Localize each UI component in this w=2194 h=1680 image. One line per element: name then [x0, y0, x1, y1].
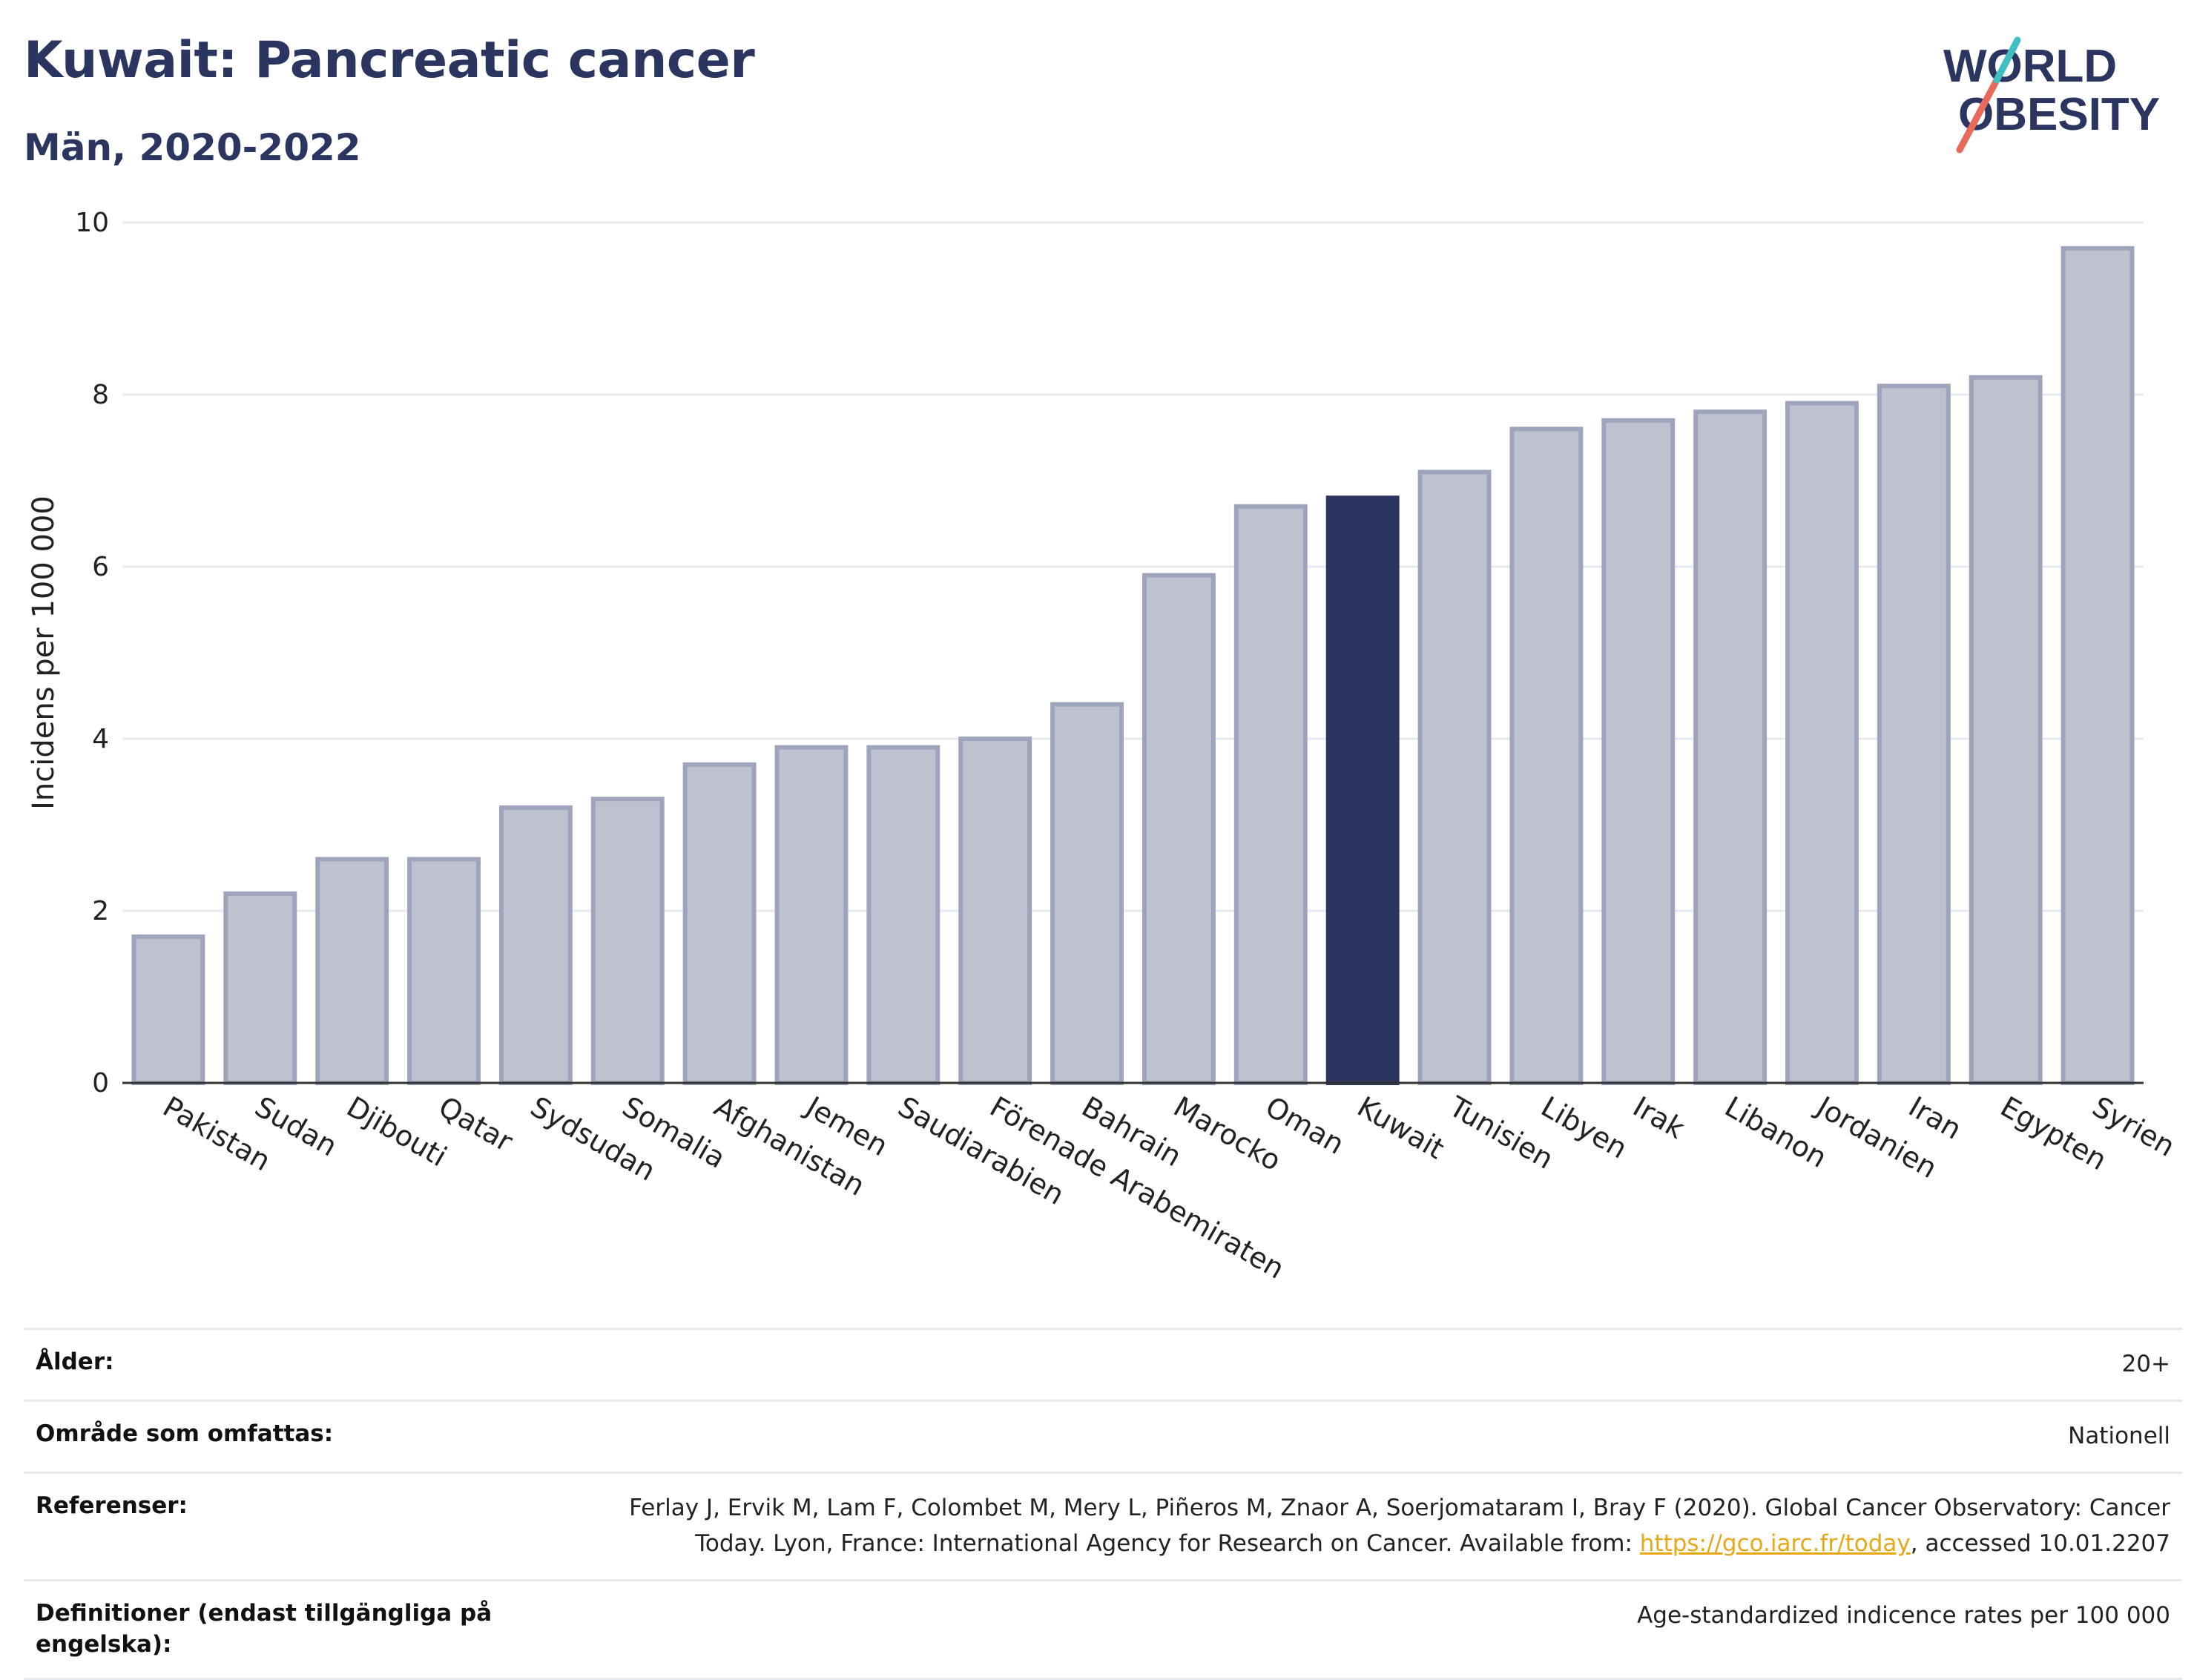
x-tick-label: Irak	[1627, 1090, 1690, 1145]
references-label: Referenser:	[36, 1492, 188, 1519]
bar-somalia	[590, 797, 665, 1085]
info-table: Ålder: 20+ Område som omfattas: Nationel…	[24, 1328, 2182, 1680]
bar-qatar	[407, 857, 481, 1086]
x-tick-label: Egypten	[1995, 1090, 2112, 1177]
references-text-2: Today. Lyon, France: International Agenc…	[695, 1530, 1640, 1557]
bar-tunisien	[1417, 470, 1492, 1085]
bar-syrien	[2060, 246, 2135, 1085]
bar-bahrain	[1050, 702, 1124, 1085]
bar-jemen	[774, 745, 849, 1085]
bar-libyen	[1509, 426, 1584, 1085]
x-tick-label: Libanon	[1719, 1090, 1832, 1174]
bar-sydsudan	[498, 805, 573, 1085]
y-axis-label: Incidens per 100 000	[27, 495, 61, 810]
area-label: Område som omfattas:	[36, 1420, 334, 1447]
chart-title: Kuwait: Pancreatic cancer	[24, 31, 755, 90]
logo-slash-teal	[1993, 36, 2021, 84]
y-tick-label: 10	[75, 208, 109, 238]
y-tick-label: 2	[92, 896, 109, 926]
bar-oman	[1233, 504, 1308, 1085]
bar-libanon	[1693, 409, 1768, 1085]
y-tick-label: 4	[92, 724, 109, 754]
info-row-area: Område som omfattas: Nationell	[24, 1402, 2182, 1474]
age-value: 20+	[2121, 1351, 2170, 1377]
info-row-references: Referenser: Ferlay J, Ervik M, Lam F, Co…	[24, 1474, 2182, 1581]
info-row-definitions: Definitioner (endast tillgängliga på eng…	[24, 1581, 2182, 1680]
bar-kuwait	[1325, 495, 1400, 1085]
bar-irak	[1601, 418, 1676, 1085]
x-tick-label: Djibouti	[341, 1090, 452, 1173]
x-tick-label: Kuwait	[1352, 1090, 1450, 1166]
info-row-age: Ålder: 20+	[24, 1330, 2182, 1402]
logo-line2: OBESITY	[1958, 89, 2160, 140]
x-tick-label: Tunisien	[1443, 1090, 1559, 1176]
definitions-label: Definitioner (endast tillgängliga på eng…	[36, 1600, 493, 1658]
chart-subtitle: Män, 2020-2022	[24, 126, 361, 169]
world-obesity-logo: WORLD OBESITY	[1943, 36, 2160, 154]
bar-djibouti	[315, 857, 389, 1086]
bar-pakistan	[131, 934, 205, 1085]
bar-jordanien	[1785, 401, 1859, 1086]
bar-saudiarabien	[866, 745, 940, 1085]
references-value: Ferlay J, Ervik M, Lam F, Colombet M, Me…	[629, 1490, 2170, 1561]
definitions-value: Age-standardized indicence rates per 100…	[1637, 1602, 2170, 1629]
references-text-1: Ferlay J, Ervik M, Lam F, Colombet M, Me…	[629, 1495, 2170, 1521]
bar-sudan	[223, 891, 297, 1085]
bar-marocko	[1142, 573, 1216, 1085]
x-tick-label: Iran	[1903, 1090, 1967, 1146]
y-tick-label: 0	[92, 1068, 109, 1098]
logo-line1: WORLD	[1943, 41, 2117, 92]
y-tick-label: 6	[92, 552, 109, 582]
bar-förenade-arabemiraten	[958, 737, 1032, 1085]
bar-egypten	[1969, 375, 2043, 1086]
area-value: Nationell	[2068, 1423, 2170, 1449]
references-link[interactable]: https://gco.iarc.fr/today	[1639, 1530, 1911, 1557]
references-text-3: , accessed 10.01.2207	[1910, 1530, 2170, 1557]
bar-afghanistan	[682, 762, 757, 1085]
bar-iran	[1877, 383, 1951, 1085]
y-tick-label: 8	[92, 380, 109, 410]
age-label: Ålder:	[36, 1348, 114, 1375]
logo-slash-coral	[1956, 76, 2000, 154]
